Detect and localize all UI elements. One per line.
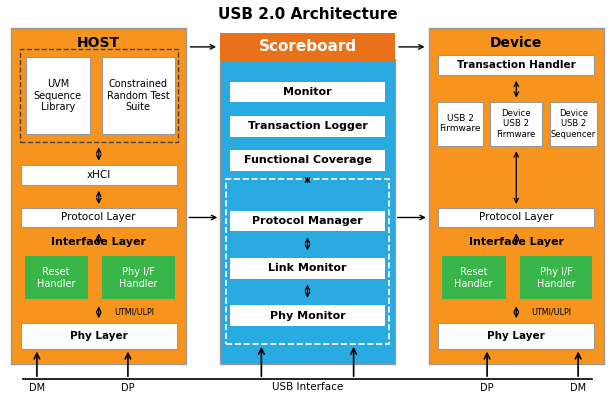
Text: USB Interface: USB Interface	[272, 382, 343, 392]
Text: Transaction Logger: Transaction Logger	[248, 121, 367, 132]
Text: UTMI/ULPI: UTMI/ULPI	[114, 308, 154, 316]
Bar	[438, 55, 594, 75]
Text: Monitor: Monitor	[283, 87, 332, 97]
Text: Protocol Layer: Protocol Layer	[479, 212, 554, 223]
Bar	[429, 28, 604, 364]
Bar	[26, 57, 90, 134]
Bar	[230, 82, 385, 102]
Text: HOST: HOST	[77, 35, 121, 50]
Bar	[226, 179, 389, 344]
Bar	[20, 49, 178, 142]
Text: Interface Layer: Interface Layer	[469, 237, 564, 247]
Bar	[230, 305, 385, 326]
Text: Phy Layer: Phy Layer	[70, 331, 127, 341]
Bar	[102, 256, 175, 299]
Bar	[21, 165, 177, 185]
Text: Interface Layer: Interface Layer	[51, 237, 146, 247]
Text: Phy Layer: Phy Layer	[488, 331, 545, 341]
Bar	[490, 102, 542, 146]
Text: Phy I/F
Handler: Phy I/F Handler	[119, 267, 157, 288]
Text: Device
USB 2
Firmware: Device USB 2 Firmware	[496, 109, 536, 139]
Bar	[21, 323, 177, 349]
Bar	[230, 116, 385, 137]
Text: Transaction Handler: Transaction Handler	[457, 60, 576, 70]
Bar	[230, 258, 385, 279]
Bar	[230, 211, 385, 231]
Text: USB 2
Firmware: USB 2 Firmware	[439, 114, 481, 134]
Text: Reset
Handler: Reset Handler	[37, 267, 75, 288]
Bar	[438, 208, 594, 227]
Bar	[438, 323, 594, 349]
Bar	[520, 256, 592, 299]
Text: USB 2.0 Architecture: USB 2.0 Architecture	[218, 7, 397, 22]
Text: Link Monitor: Link Monitor	[268, 263, 347, 273]
Text: DM: DM	[29, 383, 45, 393]
Text: UVM
Sequence
Library: UVM Sequence Library	[34, 79, 82, 112]
Text: Phy I/F
Handler: Phy I/F Handler	[537, 267, 575, 288]
Text: DP: DP	[480, 383, 494, 393]
Bar	[230, 150, 385, 171]
Bar	[102, 57, 175, 134]
Bar	[442, 256, 506, 299]
Text: Functional Coverage: Functional Coverage	[244, 155, 371, 165]
Bar	[437, 102, 483, 146]
Text: Phy Monitor: Phy Monitor	[269, 310, 346, 321]
Bar	[220, 59, 395, 364]
Text: Scoreboard: Scoreboard	[258, 39, 357, 54]
Bar	[21, 208, 177, 227]
Text: DM: DM	[570, 383, 586, 393]
Bar	[550, 102, 597, 146]
Text: Device: Device	[490, 35, 542, 50]
Bar	[11, 28, 186, 364]
Text: Device
USB 2
Sequencer: Device USB 2 Sequencer	[550, 109, 596, 139]
Bar	[220, 33, 395, 61]
Text: Reset
Handler: Reset Handler	[454, 267, 493, 288]
Bar	[25, 256, 88, 299]
Text: Protocol Manager: Protocol Manager	[252, 216, 363, 226]
Text: UTMI/ULPI: UTMI/ULPI	[531, 308, 572, 316]
Text: Constrained
Random Test
Suite: Constrained Random Test Suite	[107, 79, 170, 112]
Text: DP: DP	[121, 383, 135, 393]
Text: Protocol Layer: Protocol Layer	[62, 212, 136, 223]
Text: xHCI: xHCI	[87, 170, 111, 180]
